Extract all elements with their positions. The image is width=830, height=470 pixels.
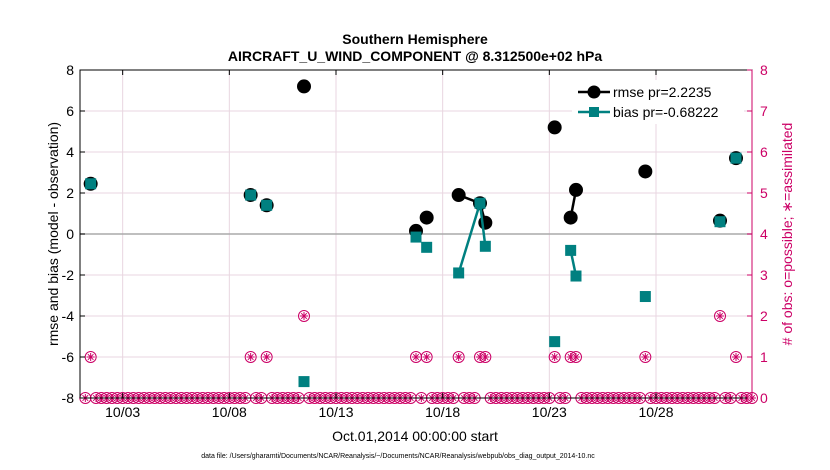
legend-bias-marker [589,107,599,117]
bias-point [453,267,465,279]
y-axis-label: rmse and bias (model - observation) [45,122,61,346]
obs-assimilated-marker [300,312,308,320]
chart-subtitle: AIRCRAFT_U_WIND_COMPONENT @ 8.312500e+02… [228,48,602,64]
series-square [85,152,742,388]
legend-label: bias pr=-0.68222 [613,104,719,120]
y-tick-label: -8 [62,390,75,406]
bias-point [85,178,97,190]
data-series [83,79,743,388]
obs-assimilated-marker [412,353,420,361]
legend-box [572,80,744,124]
y-tick-label: -4 [62,308,75,324]
obs-assimilated-marker [732,353,740,361]
obs-possible-marker [479,351,492,363]
y-tick-label: 2 [66,185,74,201]
x-tick-label: 10/23 [532,404,567,420]
y2-tick-label: 0 [760,390,768,406]
obs-assimilated-marker [86,353,95,361]
bias-point [421,241,433,253]
y2-tick-label: 1 [760,349,768,365]
bias-point [298,376,310,388]
bias-point [565,244,577,256]
y2-tick-label: 3 [760,267,768,283]
y-tick-label: 8 [66,62,74,78]
y2-axis-label: # of obs: o=possible; ∗=assimilated [779,123,795,346]
chart-title: Southern Hemisphere [342,31,488,47]
obs-possible-marker [298,310,310,322]
rmse-point [569,182,583,197]
y-tick-label: 6 [66,103,74,119]
y2-tick-label: 7 [760,103,768,119]
legend: rmse pr=2.2235 bias pr=-0.68222 [572,80,744,124]
obs-assimilated-marker [246,353,255,361]
bias-point [570,270,582,282]
legend-rmse-marker [587,85,601,99]
y-tick-label: -2 [62,267,75,283]
bias-point [410,231,422,243]
legend-label: rmse pr=2.2235 [613,84,712,100]
data-file-footnote: data file: /Users/gharamti/Documents/NCA… [201,453,595,460]
bias-point [245,189,257,201]
rmse-point [563,210,578,225]
y2-tick-label: 6 [760,144,768,160]
y2-tick-label: 5 [760,185,768,201]
obs-possible-marker [714,310,726,322]
bias-point [730,152,742,164]
rmse-point [419,210,434,225]
x-tick-label: 10/03 [105,404,140,420]
y2-tick-label: 4 [760,226,768,242]
y-tick-label: 4 [66,144,74,160]
obs-possible-marker [260,351,273,363]
bias-point [639,291,651,303]
y2-tick-label: 2 [760,308,768,324]
y-tick-label: 0 [66,226,74,242]
obs-possible-marker [548,351,561,363]
x-tick-label: 10/13 [318,404,353,420]
x-tick-label: 10/18 [425,404,460,420]
obs-possible-marker [639,351,652,363]
obs-assimilated-marker [422,353,431,361]
y2-tick-label: 8 [760,62,768,78]
obs-assimilated-marker [641,353,650,361]
rmse-point [638,164,653,179]
obs-possible-marker [730,351,742,363]
axis-ticks: 10/03 10/08 10/13 10/18 10/23 10/28 -8 -6 -4 -2 0 2… [62,62,768,420]
rmse-point [297,79,311,94]
y-tick-label: -6 [62,349,75,365]
x-tick-label: 10/08 [212,404,247,420]
x-axis-label: Oct.01,2014 00:00:00 start [332,428,498,444]
rmse-point [547,120,562,135]
rmse-point [451,188,466,203]
series-line [457,202,487,274]
obs-possible-marker [420,351,433,363]
obs-assimilated-marker [572,353,580,361]
obs-possible-marker [84,351,97,363]
bias-point [479,240,491,252]
obs-assimilated-marker [481,353,490,361]
obs-possible-marker [452,351,465,363]
x-tick-label: 10/28 [638,404,673,420]
obs-assimilated-marker [262,353,271,361]
bias-point [714,216,726,228]
bias-point [474,197,486,209]
obs-assimilated-marker [550,353,559,361]
bias-point [261,199,273,211]
obs-assimilated-marker [454,353,463,361]
obs-possible-marker [570,351,582,363]
obs-assimilated-marker [716,312,724,320]
bias-point [549,336,561,348]
obs-possible-marker [244,351,257,363]
